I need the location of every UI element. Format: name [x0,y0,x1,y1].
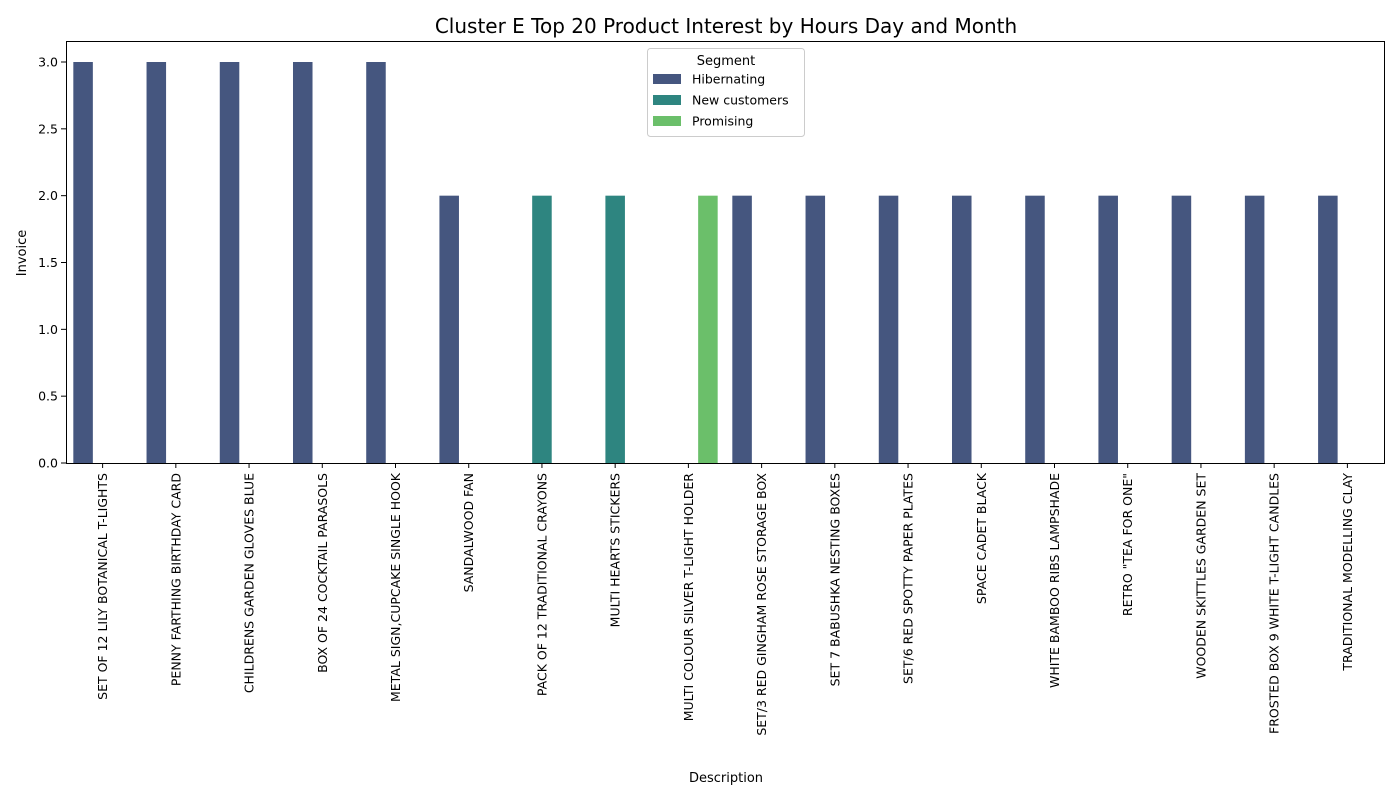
bar [439,195,459,464]
x-tick-label: WHITE BAMBOO RIBS LAMPSHADE [1047,473,1062,688]
x-tick-label: WOODEN SKITTLES GARDEN SET [1193,473,1208,679]
legend-label: Hibernating [692,72,765,87]
x-tick-label: PACK OF 12 TRADITIONAL CRAYONS [534,473,549,696]
bars-group [73,62,1338,464]
bar [73,62,93,463]
legend-label: New customers [692,93,789,108]
x-tick-label: SET 7 BABUSHKA NESTING BOXES [827,473,842,686]
y-axis-ticks: 0.0 0.5 1.0 1.5 2.0 2.5 3.0 [38,55,66,471]
x-tick-label: RETRO "TEA FOR ONE" [1120,473,1135,616]
x-tick-label: BOX OF 24 COCKTAIL PARASOLS [315,473,330,673]
x-tick-label: MULTI COLOUR SILVER T-LIGHT HOLDER [681,473,696,722]
x-tick-label: CHILDRENS GARDEN GLOVES BLUE [242,473,257,693]
bar [146,62,167,463]
x-tick-label: METAL SIGN,CUPCAKE SINGLE HOOK [388,472,403,702]
x-tick-label: SET/3 RED GINGHAM ROSE STORAGE BOX [754,473,769,736]
x-axis-ticks: SET OF 12 LILY BOTANICAL T-LIGHTS PENNY F… [95,463,1355,736]
legend-title: Segment [697,54,756,69]
y-tick-label: 3.0 [38,55,58,70]
y-tick-label: 0.0 [38,456,58,471]
x-tick-label: PENNY FARTHING BIRTHDAY CARD [168,473,183,686]
x-tick-label: MULTI HEARTS STICKERS [608,473,623,627]
legend-swatch [653,116,681,126]
x-tick-label: SANDALWOOD FAN [461,473,476,592]
bar [1244,195,1265,464]
bar [219,62,240,463]
y-tick-label: 2.0 [38,188,58,203]
bar [366,62,386,463]
bar [951,195,972,464]
x-axis-label: Description [689,771,763,786]
bar [292,62,313,463]
legend: Segment Hibernating New customers Promisin… [647,48,805,137]
bar [1098,195,1118,464]
y-tick-label: 0.5 [38,389,58,404]
x-tick-label: FROSTED BOX 9 WHITE T-LIGHT CANDLES [1267,473,1282,734]
legend-box [647,48,805,137]
legend-items: Hibernating New customers Promising [653,72,789,129]
bar [1025,195,1045,464]
bar [1171,195,1192,464]
y-tick-label: 1.5 [38,255,58,270]
bar [1318,195,1338,464]
y-tick-label: 2.5 [38,121,58,136]
bar [732,195,752,464]
bar [878,195,899,464]
plot-frame [66,41,1385,464]
bar [605,195,625,464]
bar [805,195,826,464]
x-tick-label: SET/6 RED SPOTTY PAPER PLATES [901,473,916,684]
legend-swatch [653,95,681,105]
legend-label: Promising [692,114,753,129]
bar [698,195,718,464]
x-tick-label: SET OF 12 LILY BOTANICAL T-LIGHTS [95,473,110,700]
bar [532,195,552,464]
y-axis-label: Invoice [15,230,30,276]
x-tick-label: SPACE CADET BLACK [974,472,989,604]
y-tick-label: 1.0 [38,322,58,337]
x-tick-label: TRADITIONAL MODELLING CLAY [1340,473,1355,672]
legend-swatch [653,74,681,84]
chart-title: Cluster E Top 20 Product Interest by Hou… [435,14,1017,38]
